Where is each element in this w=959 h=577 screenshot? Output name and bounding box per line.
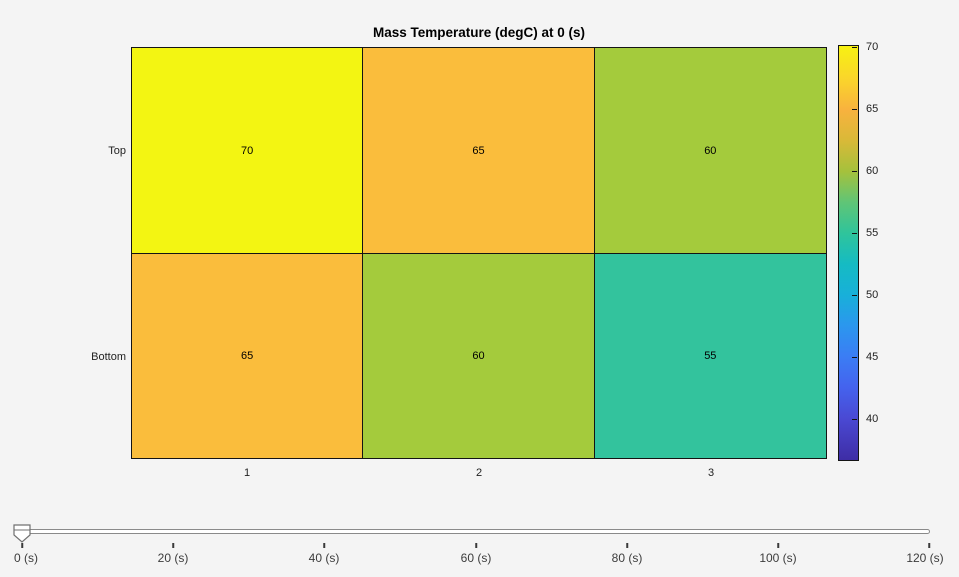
heatmap-cell-bottom-2: 60 (363, 254, 595, 458)
chart-title: Mass Temperature (degC) at 0 (s) (372, 25, 586, 40)
slider-tick (475, 543, 477, 548)
row-label-bottom: Bottom (91, 351, 126, 363)
colorbar-tick-label: 65 (866, 103, 879, 115)
colorbar-tick-label: 50 (866, 289, 879, 301)
slider-tick (777, 543, 779, 548)
colorbar-tick-label: 45 (866, 351, 879, 363)
col-label-2: 2 (475, 467, 483, 479)
heatmap-cell-bottom-3: 55 (594, 254, 826, 458)
slider-tick-label: 120 (s) (906, 551, 944, 565)
colorbar-tick-label: 70 (866, 41, 879, 53)
slider-tick (928, 543, 930, 548)
col-label-3: 3 (707, 467, 715, 479)
slider-tick (323, 543, 325, 548)
time-slider-thumb[interactable] (13, 524, 31, 543)
colorbar-tick (852, 357, 857, 359)
row-label-top: Top (108, 145, 126, 157)
slider-tick-label: 20 (s) (157, 551, 189, 565)
colorbar-tick (852, 295, 857, 297)
slider-tick-label: 0 (s) (14, 551, 38, 565)
slider-tick-label: 100 (s) (759, 551, 797, 565)
slider-tick (172, 543, 174, 548)
colorbar-tick-label: 40 (866, 413, 879, 425)
colorbar-tick-label: 55 (866, 227, 879, 239)
slider-tick (21, 543, 23, 548)
colorbar-tick-label: 60 (866, 165, 879, 177)
heatmap-cell-top-2: 65 (363, 48, 595, 254)
colorbar-gradient (838, 45, 859, 461)
slider-tick-label: 80 (s) (611, 551, 643, 565)
col-label-1: 1 (243, 467, 251, 479)
colorbar-tick (852, 419, 857, 421)
heatmap-cell-top-1: 70 (132, 48, 364, 254)
heatmap-cell-bottom-1: 65 (132, 254, 364, 458)
colorbar-tick (852, 171, 857, 173)
slider-tick-label: 40 (s) (308, 551, 340, 565)
colorbar-tick (852, 109, 857, 111)
colorbar-tick (852, 233, 857, 235)
colorbar-tick (852, 47, 857, 49)
slider-tick (626, 543, 628, 548)
time-slider-track[interactable] (18, 529, 930, 534)
slider-tick-label: 60 (s) (460, 551, 492, 565)
heatmap-cell-top-3: 60 (594, 48, 826, 254)
heatmap-grid: 70 65 60 65 60 55 (131, 47, 827, 459)
